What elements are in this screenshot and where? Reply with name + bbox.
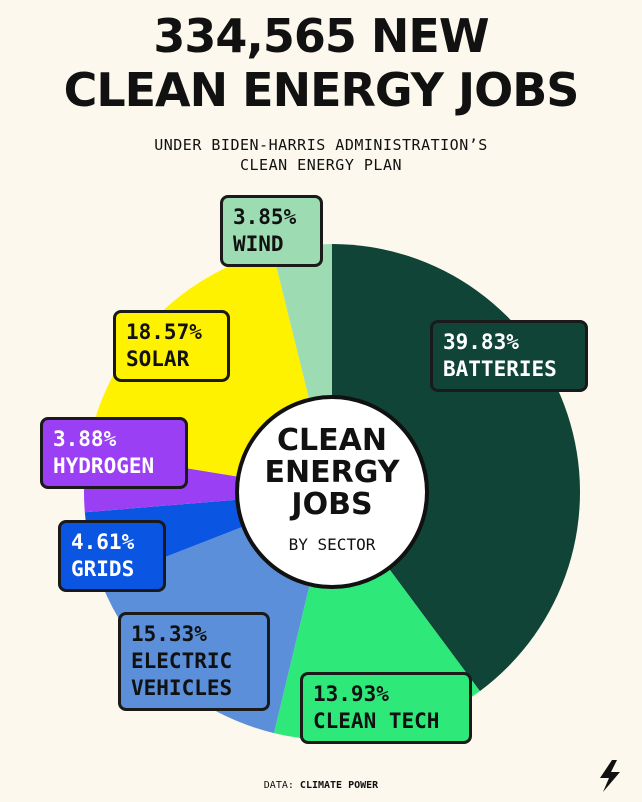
value-label: 3.85% bbox=[233, 205, 297, 229]
category-label: SOLAR bbox=[126, 347, 190, 371]
value-label: 18.57% bbox=[126, 320, 202, 344]
logo-bolt bbox=[600, 760, 620, 792]
source-name: CLIMATE POWER bbox=[299, 780, 379, 791]
slice-label: 13.93% CLEAN TECH bbox=[300, 672, 472, 744]
center-circle bbox=[235, 395, 429, 589]
value-label: 4.61% bbox=[71, 530, 135, 554]
value-label: 39.83% bbox=[443, 330, 519, 354]
value-label: 3.88% bbox=[53, 427, 117, 451]
category-label: GRIDS bbox=[71, 557, 135, 581]
title: 334,565 NEW bbox=[153, 9, 489, 63]
center-line: CLEAN bbox=[277, 423, 387, 458]
category-label: BATTERIES bbox=[443, 357, 557, 381]
value-label: 13.93% bbox=[313, 682, 389, 706]
value-label: 15.33% bbox=[131, 622, 207, 646]
center-line: JOBS bbox=[291, 487, 373, 522]
subtitle: UNDER BIDEN-HARRIS ADMINISTRATION’S bbox=[154, 136, 488, 154]
slice-label: 39.83% BATTERIES bbox=[430, 320, 588, 392]
slice-label: 4.61% GRIDS bbox=[58, 520, 166, 592]
category-label: WIND bbox=[233, 232, 284, 256]
slice-label: 18.57% SOLAR bbox=[113, 310, 230, 382]
category-label: ELECTRIC VEHICLES bbox=[131, 649, 233, 700]
category-label: CLEAN TECH bbox=[313, 709, 440, 733]
subtitle: CLEAN ENERGY PLAN bbox=[239, 156, 403, 174]
center-line: ENERGY bbox=[264, 455, 400, 490]
center-sublabel: BY SECTOR bbox=[288, 535, 376, 554]
source: DATA: CLIMATE POWER bbox=[0, 780, 642, 791]
slice-label: 3.85% WIND bbox=[220, 195, 323, 267]
center-label: CLEAN ENERGY JOBS BY SECTOR bbox=[237, 425, 427, 561]
slice-label: 3.88% HYDROGEN bbox=[40, 417, 188, 489]
slice-label: 15.33% ELECTRIC VEHICLES bbox=[118, 612, 270, 711]
category-label: HYDROGEN bbox=[53, 454, 155, 478]
source-label: DATA: bbox=[263, 780, 294, 791]
title: CLEAN ENERGY JOBS bbox=[63, 63, 580, 117]
